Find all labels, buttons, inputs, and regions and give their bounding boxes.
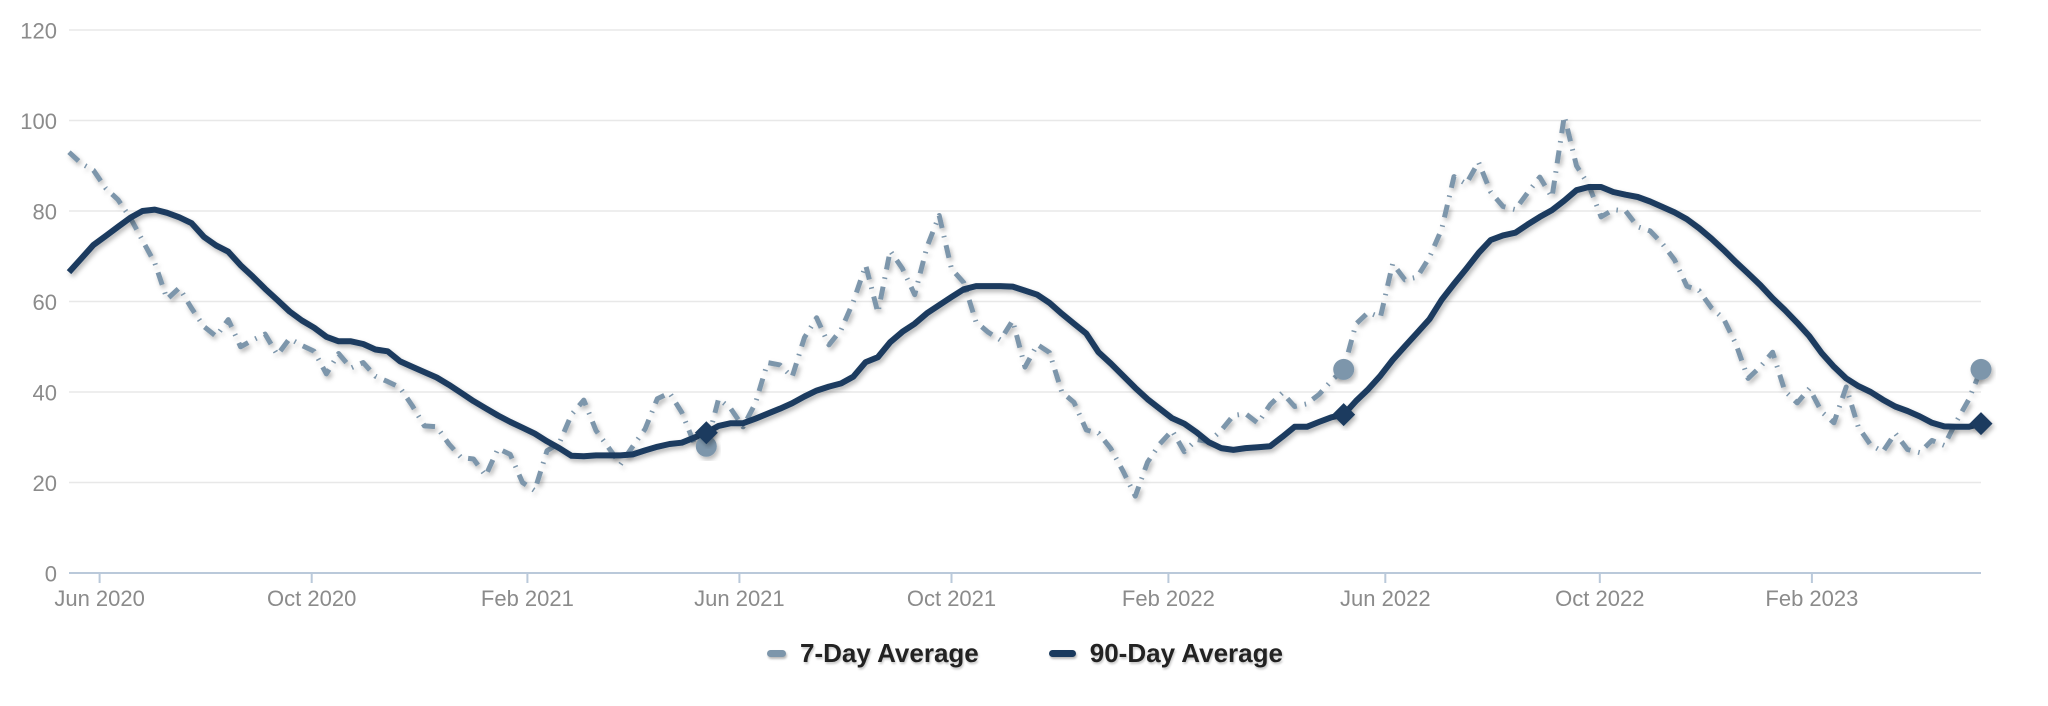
x-axis-label: Oct 2022 [1555,586,1644,611]
grid-layer [69,29,1981,484]
legend-label-90day: 90-Day Average [1089,637,1283,668]
legend-label-7day: 7-Day Average [800,637,979,668]
y-axis-label: 40 [33,381,57,406]
legend-item-7day-average[interactable]: 7-Day Average [767,638,979,669]
x-axis-label: Jun 2022 [1340,586,1431,611]
chart-svg: 0 20 40 60 80 100 120 Jun 2020 Oct 2020 Feb 2021 J… [20,19,1993,611]
y-axis-label: 120 [20,19,57,44]
axis-layer: 0 20 40 60 80 100 120 Jun 2020 Oct 2020 Feb 2021 J… [20,19,1981,611]
x-axis-label: Jun 2021 [694,586,785,611]
dashed-line-swatch-icon [767,649,787,657]
x-axis-label: Feb 2021 [481,586,574,611]
x-axis-label: Oct 2021 [907,586,996,611]
marker-layer [694,358,1993,457]
y-axis-label: 0 [45,562,57,587]
series-7day-average-line [67,113,1984,499]
y-axis-label: 80 [33,200,57,225]
marker-circle-7day [1970,358,1992,380]
legend-item-90day-average[interactable]: 90-Day Average [1048,637,1283,669]
x-axis-label: Feb 2022 [1122,586,1215,611]
x-axis-label: Oct 2020 [267,586,356,611]
marker-circle-7day [1333,358,1355,380]
y-axis-label: 100 [20,109,57,134]
solid-line-swatch-icon [1048,649,1076,657]
marker-circle-7day [695,435,717,457]
marker-diamond-90day [1969,412,1993,436]
x-axis-label: Feb 2023 [1765,586,1858,611]
chart-legend: 7-Day Average 90-Day Average [69,632,1981,674]
y-axis-label: 60 [33,290,57,315]
series-90day-average-line [66,184,1982,460]
marker-diamond-90day [1332,403,1356,427]
series-layer [66,113,1984,499]
x-axis-label: Jun 2020 [54,586,145,611]
y-axis-label: 20 [33,471,57,496]
line-chart: 0 20 40 60 80 100 120 Jun 2020 Oct 2020 Feb 2021 J… [20,19,1993,611]
marker-diamond-90day [694,421,718,445]
